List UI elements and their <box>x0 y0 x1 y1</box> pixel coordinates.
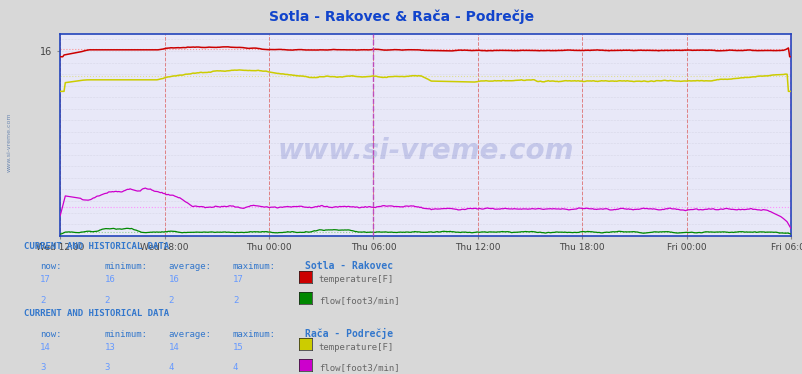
Text: 2: 2 <box>233 296 238 305</box>
Text: 17: 17 <box>40 275 51 284</box>
Text: 2: 2 <box>168 296 174 305</box>
Text: temperature[F]: temperature[F] <box>318 275 394 284</box>
Text: 14: 14 <box>40 343 51 352</box>
Text: minimum:: minimum: <box>104 262 148 271</box>
Text: CURRENT AND HISTORICAL DATA: CURRENT AND HISTORICAL DATA <box>24 242 169 251</box>
Text: 15: 15 <box>233 343 243 352</box>
Text: flow[foot3/min]: flow[foot3/min] <box>318 296 399 305</box>
Text: 4: 4 <box>168 363 174 372</box>
Text: maximum:: maximum: <box>233 262 276 271</box>
Text: 14: 14 <box>168 343 179 352</box>
Text: 13: 13 <box>104 343 115 352</box>
Text: maximum:: maximum: <box>233 329 276 338</box>
Text: now:: now: <box>40 262 62 271</box>
Text: 2: 2 <box>104 296 110 305</box>
Text: 16: 16 <box>168 275 179 284</box>
Text: Sotla - Rakovec & Rača - Podrečje: Sotla - Rakovec & Rača - Podrečje <box>269 9 533 24</box>
Text: www.si-vreme.com: www.si-vreme.com <box>277 137 573 165</box>
Text: 3: 3 <box>104 363 110 372</box>
Text: minimum:: minimum: <box>104 329 148 338</box>
Text: Sotla - Rakovec: Sotla - Rakovec <box>305 261 393 271</box>
Text: now:: now: <box>40 329 62 338</box>
Text: flow[foot3/min]: flow[foot3/min] <box>318 363 399 372</box>
Text: www.si-vreme.com: www.si-vreme.com <box>6 112 11 172</box>
Text: 16: 16 <box>104 275 115 284</box>
Text: 4: 4 <box>233 363 238 372</box>
Text: 3: 3 <box>40 363 46 372</box>
Text: 2: 2 <box>40 296 46 305</box>
Text: average:: average: <box>168 262 212 271</box>
Text: Rača - Podrečje: Rača - Podrečje <box>305 328 393 338</box>
Text: 17: 17 <box>233 275 243 284</box>
Text: average:: average: <box>168 329 212 338</box>
Text: CURRENT AND HISTORICAL DATA: CURRENT AND HISTORICAL DATA <box>24 309 169 318</box>
Text: temperature[F]: temperature[F] <box>318 343 394 352</box>
